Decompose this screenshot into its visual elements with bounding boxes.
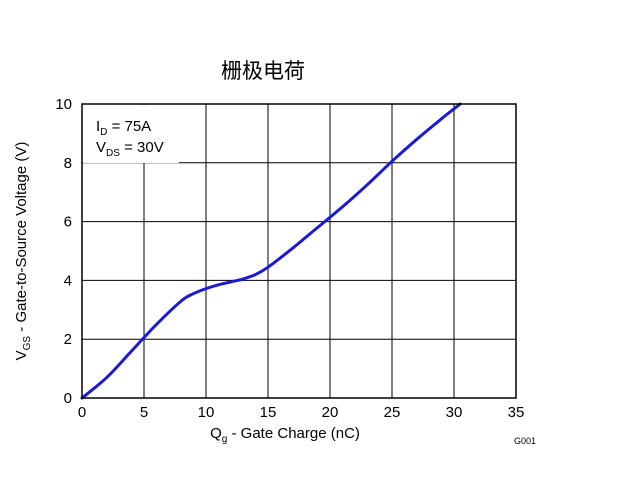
x-tick-label: 30 <box>446 404 463 421</box>
y-tick-label: 0 <box>64 390 72 407</box>
x-tick-label: 35 <box>508 404 525 421</box>
y-tick-label: 4 <box>64 272 72 289</box>
x-tick-label: 10 <box>198 404 215 421</box>
annotation-line: VDS = 30V <box>96 139 164 159</box>
y-tick-label: 8 <box>64 155 72 172</box>
y-tick-label: 2 <box>64 331 72 348</box>
annotation-backdrop <box>83 105 179 163</box>
x-axis-label: Qg - Gate Charge (nC) <box>210 425 360 445</box>
tick-labels: 0 5 10 15 20 25 30 35 0 2 4 6 8 10 <box>55 96 524 421</box>
x-tick-label: 25 <box>384 404 401 421</box>
series-layer <box>80 102 462 400</box>
chart-title: 栅极电荷 <box>221 59 305 83</box>
y-axis-label: VGS - Gate-to-Source Voltage (V) <box>13 142 33 361</box>
x-tick-label: 5 <box>140 404 148 421</box>
figure-id: G001 <box>514 436 536 446</box>
annotation-line: ID = 75A <box>96 118 151 138</box>
x-tick-label: 0 <box>78 404 86 421</box>
plot-frame <box>81 103 517 399</box>
y-tick-label: 6 <box>64 214 72 231</box>
x-tick-label: 15 <box>260 404 277 421</box>
series-line <box>80 102 462 400</box>
x-tick-label: 20 <box>322 404 339 421</box>
y-tick-label: 10 <box>55 96 72 113</box>
